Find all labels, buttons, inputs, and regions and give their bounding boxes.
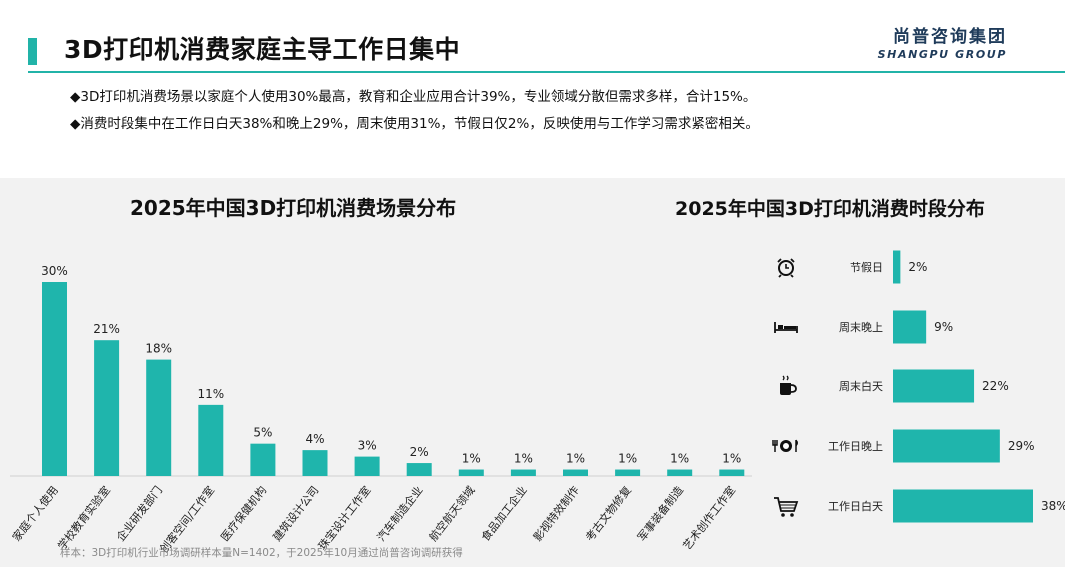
bar	[667, 469, 693, 476]
bar	[354, 456, 380, 476]
bed-icon	[774, 322, 798, 333]
header-divider	[28, 71, 1065, 73]
data-label: 1%	[722, 452, 741, 466]
data-label: 22%	[982, 379, 1009, 393]
bullet-point: ◆3D打印机消费场景以家庭个人使用30%最高，教育和企业应用合计39%，专业领域…	[70, 89, 757, 105]
bar	[458, 469, 484, 476]
data-label: 1%	[566, 452, 585, 466]
hbar	[893, 250, 901, 284]
bar	[42, 282, 67, 476]
bar	[94, 340, 120, 476]
data-label: 9%	[934, 320, 953, 334]
hbar	[893, 369, 975, 403]
bar	[719, 469, 745, 476]
bar	[510, 469, 536, 476]
coffee-cup-icon	[780, 375, 797, 395]
data-label: 18%	[145, 342, 172, 356]
bar	[563, 469, 588, 476]
scene-bar-chart: 30%家庭个人使用21%学校教育实验室18%企业研发部门11%创客空间/工作室5…	[9, 264, 752, 555]
category-label: 工作日晚上	[828, 440, 883, 453]
shopping-cart-icon	[774, 497, 799, 517]
chart-panel	[0, 178, 1065, 567]
data-label: 1%	[514, 452, 533, 466]
logo-chinese-name: 尚普咨询集团	[893, 27, 1007, 47]
data-label: 30%	[41, 264, 68, 278]
dinner-plate-icon	[772, 439, 798, 452]
bullet-point: ◆消费时段集中在工作日白天38%和晚上29%，周末使用31%，节假日仅2%，反映…	[70, 116, 759, 132]
category-label: 工作日白天	[828, 499, 883, 513]
logo-english-name: SHANGPU GROUP	[877, 48, 1007, 61]
data-label: 21%	[93, 322, 120, 336]
hbar	[893, 429, 1000, 463]
bar	[615, 469, 641, 476]
category-label: 周末白天	[839, 379, 883, 393]
scene-chart-title: 2025年中国3D打印机消费场景分布	[130, 196, 457, 220]
data-label: 38%	[1041, 499, 1065, 513]
summary-bullets: ◆3D打印机消费场景以家庭个人使用30%最高，教育和企业应用合计39%，专业领域…	[70, 84, 759, 138]
bar	[406, 463, 432, 476]
data-label: 5%	[253, 426, 272, 440]
period-bar-chart: 2% 节假日 9% 周末晚上 22% 周末白天 29% 工作日晚上 38% 工作日白天	[772, 250, 1065, 523]
hbar	[893, 489, 1033, 523]
data-label: 11%	[197, 387, 224, 401]
data-label: 2%	[410, 445, 429, 459]
bar	[250, 443, 276, 476]
data-label: 29%	[1008, 439, 1035, 453]
page-title: 3D打印机消费家庭主导工作日集中	[64, 35, 461, 64]
alarm-clock-icon	[777, 258, 795, 278]
hbar	[893, 310, 927, 344]
data-label: 1%	[462, 452, 481, 466]
data-label: 4%	[305, 432, 324, 446]
data-label: 3%	[358, 439, 377, 453]
bar	[302, 450, 328, 476]
bar	[198, 404, 224, 476]
category-label: 节假日	[850, 260, 883, 274]
data-label: 2%	[908, 260, 927, 274]
data-label: 1%	[670, 452, 689, 466]
category-label: 周末晚上	[839, 320, 883, 334]
source-note: 样本：3D打印机行业市场调研样本量N=1402，于2025年10月通过尚普咨询调…	[60, 547, 463, 559]
period-chart-title: 2025年中国3D打印机消费时段分布	[675, 198, 985, 220]
title-accent-bar	[28, 38, 37, 65]
company-logo: 尚普咨询集团 SHANGPU GROUP	[878, 22, 1007, 61]
bar	[146, 359, 172, 476]
data-label: 1%	[618, 452, 637, 466]
